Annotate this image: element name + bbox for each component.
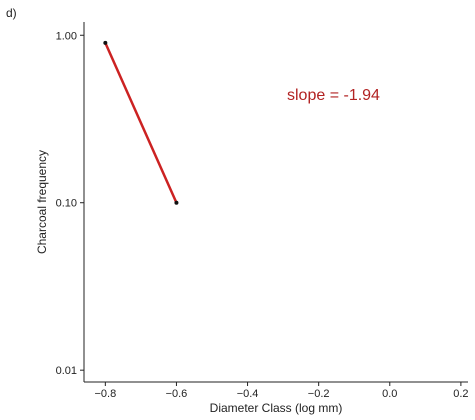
x-tick-label: −0.2 <box>308 388 330 400</box>
x-tick-label: 0.0 <box>382 388 397 400</box>
y-tick-label: 0.01 <box>56 365 77 377</box>
plot-area: 0.01 0.10 1.00 −0.8 −0.6 −0.4 −0.2 0.0 0.2 <box>56 22 469 400</box>
x-tick-label: 0.2 <box>453 388 468 400</box>
y-ticks: 0.01 0.10 1.00 <box>56 30 84 377</box>
x-axis-title: Diameter Class (log mm) <box>210 401 343 415</box>
y-tick-label: 0.10 <box>56 198 77 210</box>
series <box>103 40 179 205</box>
y-axis-title: Charcoal frequency <box>35 150 49 254</box>
x-tick-label: −0.4 <box>237 388 259 400</box>
x-tick-label: −0.6 <box>166 388 188 400</box>
x-ticks: −0.8 −0.6 −0.4 −0.2 0.0 0.2 <box>94 382 469 400</box>
x-tick-label: −0.8 <box>94 388 116 400</box>
y-tick-label: 1.00 <box>56 30 77 42</box>
series-line <box>104 41 178 204</box>
slope-annotation: slope = -1.94 <box>287 87 380 104</box>
data-point <box>174 200 179 205</box>
data-point <box>103 40 108 45</box>
panel-label: d) <box>6 6 17 20</box>
